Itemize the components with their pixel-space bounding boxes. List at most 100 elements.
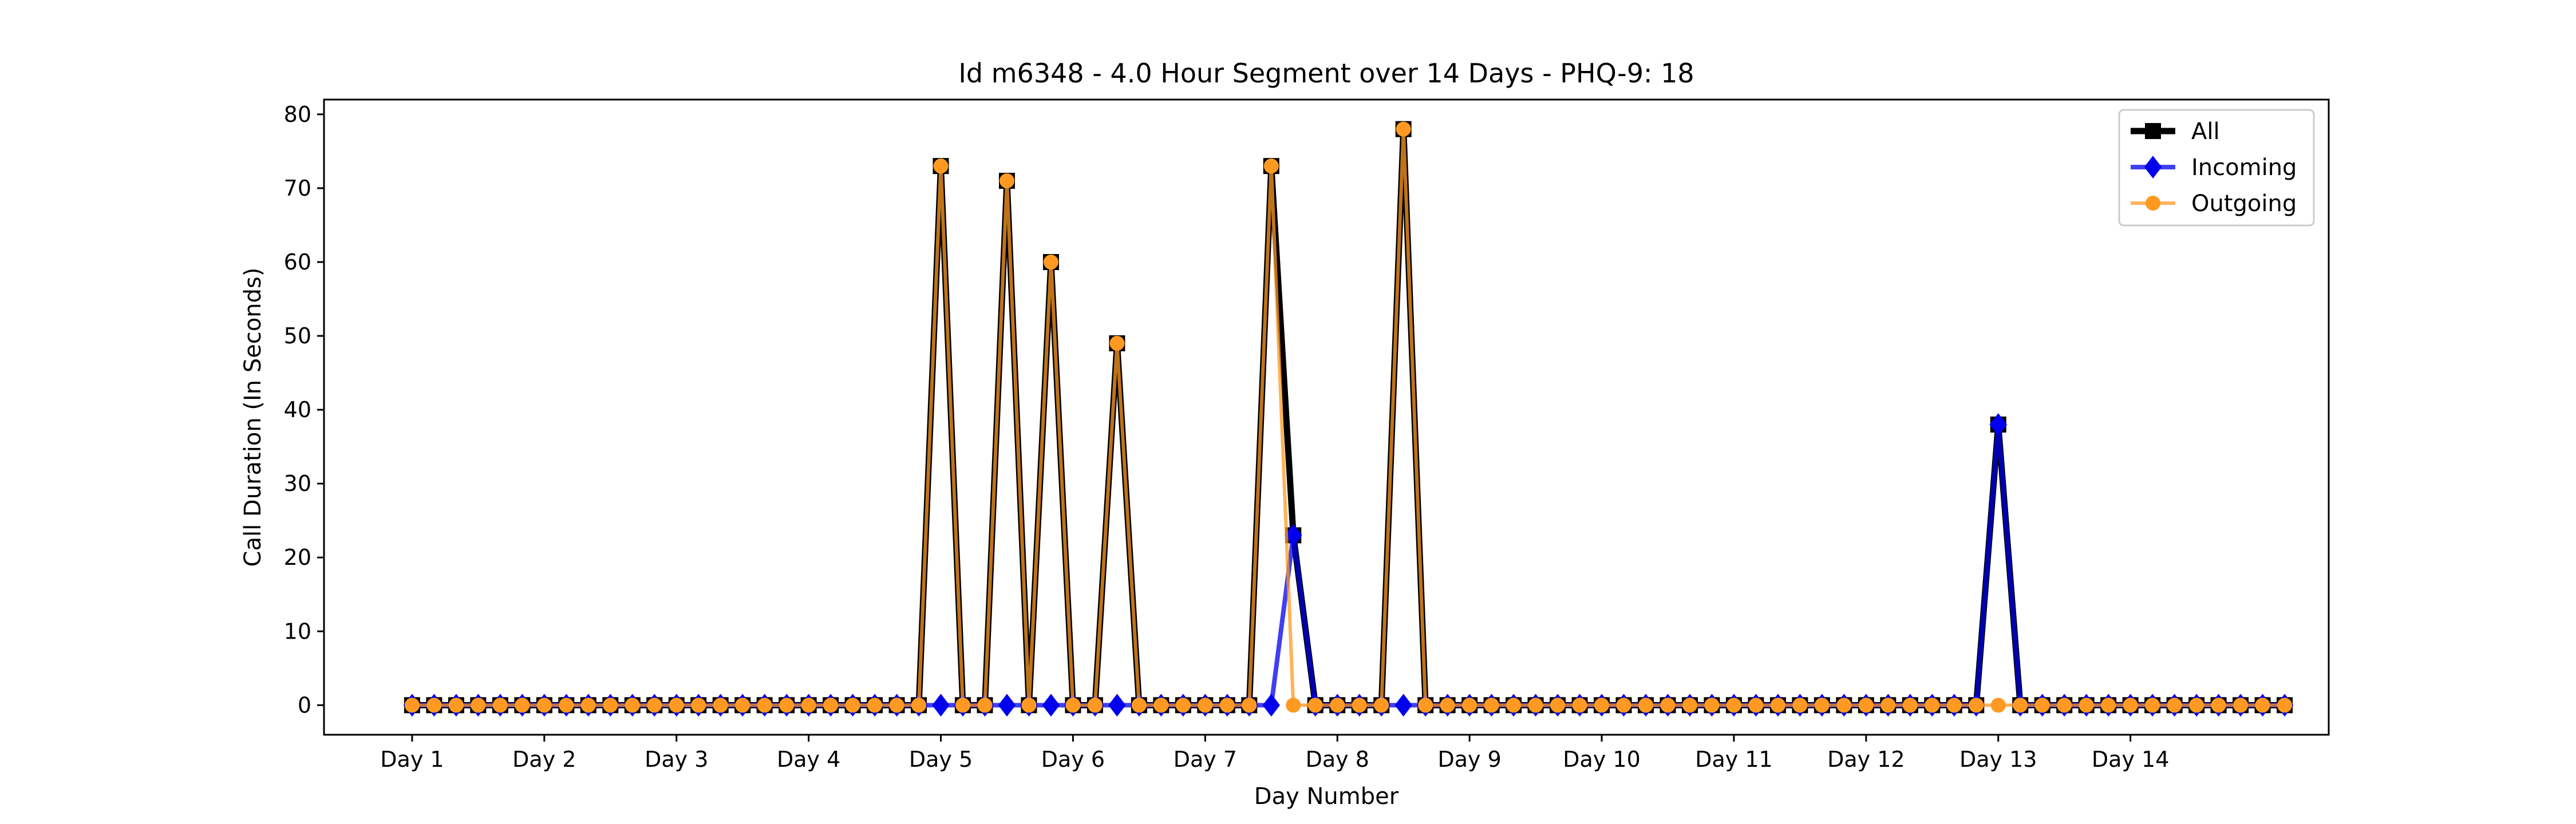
data-point	[2013, 698, 2028, 713]
data-point	[2034, 698, 2050, 713]
data-point	[1925, 698, 1940, 713]
data-point	[2145, 698, 2160, 713]
plot-frame	[323, 98, 2330, 736]
data-point	[757, 698, 772, 713]
data-point	[580, 698, 596, 713]
data-point	[1858, 698, 1874, 713]
data-point	[932, 694, 950, 717]
data-point	[1262, 694, 1281, 717]
legend-box	[2118, 109, 2315, 227]
series-line-incoming	[412, 422, 2285, 708]
data-point	[2167, 698, 2182, 713]
data-point	[933, 159, 949, 174]
x-tick-label: Day 8	[1306, 747, 1369, 772]
data-point	[1969, 698, 1984, 713]
data-point	[559, 698, 574, 713]
y-tick-label: 80	[284, 102, 311, 127]
data-point	[2101, 698, 2116, 713]
data-point	[1990, 698, 2006, 713]
data-point	[713, 698, 728, 713]
x-tick-label: Day 3	[645, 747, 708, 772]
data-point	[2079, 698, 2094, 713]
data-point	[1087, 698, 1103, 713]
data-point	[1131, 698, 1147, 713]
data-point	[845, 698, 860, 713]
legend-item-outgoing: Outgoing	[2131, 191, 2297, 217]
series-layer	[403, 121, 2294, 717]
data-point	[1792, 698, 1808, 713]
y-axis: 0 10 20 30 40 50 60 70 80	[284, 102, 324, 718]
data-point	[471, 698, 486, 713]
data-point	[647, 698, 662, 713]
data-point	[955, 698, 971, 713]
data-point	[426, 698, 442, 713]
y-tick-label: 70	[284, 176, 311, 201]
data-point	[1109, 335, 1125, 351]
x-tick-label: Day 9	[1437, 747, 1501, 772]
data-point	[1440, 698, 1455, 713]
data-point	[1880, 698, 1896, 713]
data-point	[1770, 698, 1785, 713]
data-point	[1902, 698, 1918, 713]
y-tick-label: 0	[298, 692, 311, 718]
x-tick-label: Day 1	[380, 747, 444, 772]
data-point	[1484, 698, 1499, 713]
data-point	[1285, 524, 1302, 547]
data-point	[801, 698, 816, 713]
data-point	[2277, 698, 2293, 713]
x-axis: Day 1 Day 2 Day 3 Day 4 Day 5 Day 6 Day 7 Day 8…	[380, 735, 2169, 772]
y-axis-label: Call Duration (In Seconds)	[240, 268, 266, 567]
legend-items: All Incoming Outgoing	[2131, 118, 2297, 217]
y-tick-label: 10	[284, 619, 311, 644]
x-tick-label: Day 2	[512, 747, 576, 772]
y-tick-label: 20	[284, 545, 311, 570]
data-point	[1021, 698, 1037, 713]
data-point	[2255, 698, 2270, 713]
data-point	[2057, 698, 2072, 713]
data-point	[889, 698, 904, 713]
data-point	[1418, 698, 1433, 713]
x-tick-label: Day 11	[1695, 747, 1772, 772]
x-tick-label: Day 4	[777, 747, 840, 772]
data-point	[1108, 694, 1126, 717]
data-point	[1286, 698, 1301, 713]
data-point	[1396, 121, 1411, 137]
data-point	[2211, 698, 2226, 713]
y-tick-label: 30	[284, 471, 311, 496]
data-point	[1394, 694, 1412, 717]
data-point	[1506, 698, 1522, 713]
series-incoming	[403, 413, 2294, 717]
data-point	[1836, 698, 1852, 713]
legend-label: Incoming	[2191, 154, 2297, 181]
data-point	[1462, 698, 1477, 713]
x-tick-label: Day 12	[1827, 747, 1905, 772]
data-point	[1374, 698, 1389, 713]
legend-swatch-marker	[2145, 123, 2161, 139]
legend-item-incoming: Incoming	[2131, 154, 2297, 181]
data-point	[625, 698, 640, 713]
x-tick-label: Day 13	[1959, 747, 2037, 772]
data-point	[1989, 413, 2008, 436]
data-point	[492, 698, 508, 713]
data-point	[1682, 698, 1697, 713]
data-point	[1043, 254, 1058, 270]
data-point	[404, 698, 420, 713]
data-point	[1175, 698, 1191, 713]
data-point	[1946, 698, 1962, 713]
data-point	[669, 698, 684, 713]
x-axis-label: Day Number	[1254, 783, 1399, 810]
data-point	[2123, 698, 2138, 713]
data-point	[1748, 698, 1764, 713]
x-tick-label: Day 10	[1563, 747, 1640, 772]
x-tick-label: Day 6	[1041, 747, 1105, 772]
data-point	[2233, 698, 2249, 713]
data-point	[1219, 698, 1235, 713]
data-point	[998, 694, 1016, 717]
data-point	[1198, 698, 1213, 713]
x-tick-label: Day 14	[2092, 747, 2169, 772]
data-point	[448, 698, 464, 713]
legend-label: All	[2191, 118, 2220, 145]
y-tick-label: 40	[284, 397, 311, 422]
chart-title: Id m6348 - 4.0 Hour Segment over 14 Days…	[958, 58, 1694, 89]
